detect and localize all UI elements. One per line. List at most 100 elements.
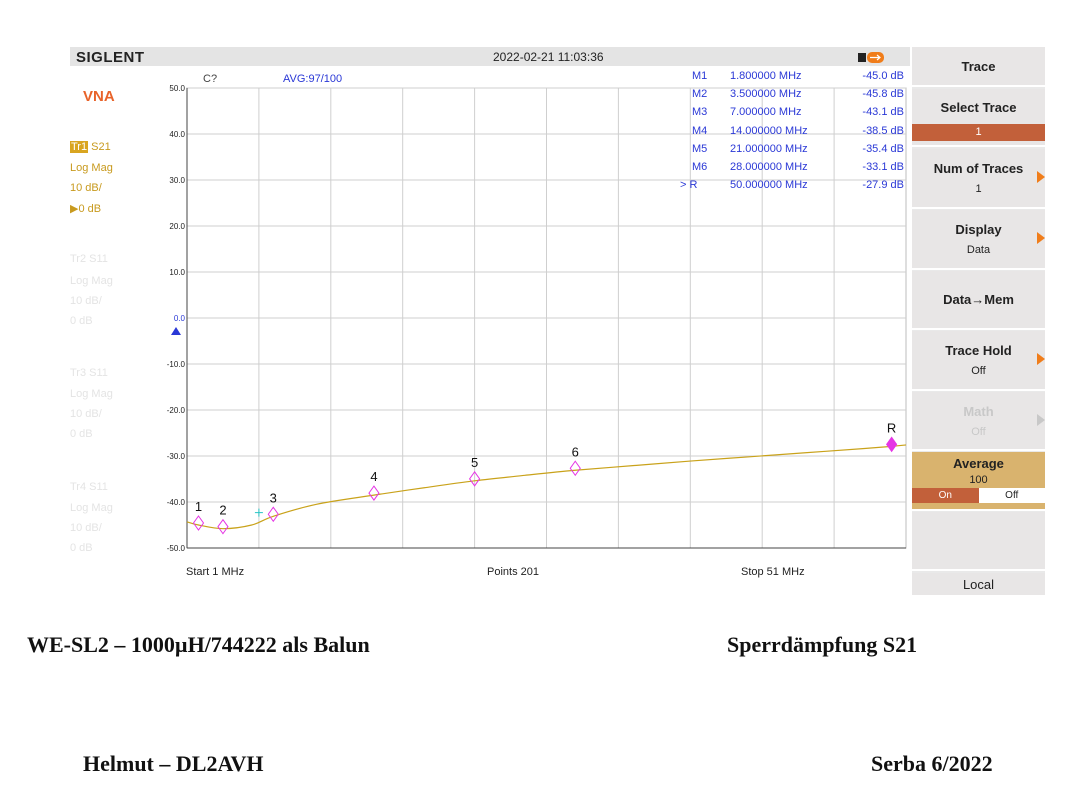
trace4-header[interactable]: Tr4 S11 (70, 481, 108, 493)
trace3-header[interactable]: Tr3 S11 (70, 367, 108, 379)
num-traces-value: 1 (975, 183, 982, 195)
trace2-ref: 0 dB (70, 315, 93, 327)
trace4-ref: 0 dB (70, 542, 93, 554)
y-tick-label: -40.0 (167, 498, 186, 507)
y-tick-label: -50.0 (167, 544, 186, 553)
y-tick-label: 30.0 (169, 176, 185, 185)
empty-softkey (912, 512, 1045, 571)
cursor-icon (254, 508, 263, 517)
y-tick-label: -30.0 (167, 452, 186, 461)
marker-diamond-icon (569, 460, 581, 477)
marker-label: 4 (370, 469, 377, 484)
marker-value: -45.8 dB (862, 88, 904, 101)
trace1-scale: 10 dB/ (70, 182, 102, 194)
trace2-header[interactable]: Tr2 S11 (70, 253, 108, 265)
trace1-header[interactable]: Tr1 S21 (70, 141, 111, 153)
menu-title-trace: Trace (912, 47, 1045, 87)
select-trace-button[interactable]: Select Trace 1 (912, 89, 1045, 147)
math-label: Math (963, 404, 994, 419)
points-count[interactable]: Points 201 (487, 566, 539, 578)
display-button[interactable]: Display Data (912, 210, 1045, 270)
trace3-scale: 10 dB/ (70, 408, 102, 420)
datetime: 2022-02-21 11:03:36 (493, 50, 604, 64)
data-to-mem-button[interactable]: Data→Mem (912, 271, 1045, 330)
marker-diamond-icon (368, 485, 380, 501)
marker-diamond-icon (217, 518, 229, 535)
marker-value: -33.1 dB (862, 161, 904, 173)
trace2-badge: Tr2 (70, 253, 87, 265)
trace3-param: S11 (89, 367, 108, 379)
marker-freq: 14.000000 MHz (730, 124, 808, 137)
local-button[interactable]: Local (912, 573, 1045, 597)
marker-label: 1 (195, 499, 202, 514)
marker-freq: 3.500000 MHz (730, 88, 802, 101)
trace4-badge: Tr4 (70, 481, 87, 493)
marker-name: M2 (692, 88, 708, 101)
trace-hold-arrow-icon (1037, 353, 1045, 365)
trace2-scale: 10 dB/ (70, 295, 102, 307)
trace-hold-label: Trace Hold (945, 343, 1012, 358)
start-freq[interactable]: Start 1 MHz (186, 566, 245, 578)
trace3-format: Log Mag (70, 388, 113, 400)
marker-freq: 1.800000 MHz (730, 70, 802, 82)
cal-status: C? (203, 73, 218, 85)
marker-value: -45.0 dB (862, 70, 904, 82)
trace-hold-button[interactable]: Trace Hold Off (912, 331, 1045, 391)
caption-event: Serba 6/2022 (871, 751, 993, 776)
status-bar (70, 47, 910, 66)
marker-diamond-icon (267, 506, 279, 523)
average-off-toggle[interactable]: Off (978, 488, 1045, 503)
trace4-scale: 10 dB/ (70, 522, 102, 534)
display-arrow-icon (1037, 232, 1045, 244)
marker-diamond-icon (192, 515, 205, 531)
select-trace-label: Select Trace (940, 100, 1017, 115)
data-to-mem-label: Data→Mem (943, 292, 1014, 307)
num-traces-label: Num of Traces (933, 161, 1024, 176)
trace4-param: S11 (89, 481, 108, 493)
marker-value: -43.1 dB (862, 106, 904, 119)
trace2-param: S11 (89, 253, 108, 265)
trace-s21-line (186, 444, 907, 530)
math-arrow-icon (1037, 414, 1045, 426)
marker-name: M6 (692, 161, 708, 173)
marker-value: -27.9 dB (862, 179, 904, 192)
average-on-toggle[interactable]: On (912, 488, 979, 503)
num-traces-button[interactable]: Num of Traces 1 (912, 149, 1045, 209)
caption-author: Helmut – DL2AVH (83, 751, 264, 776)
local-label: Local (962, 577, 995, 592)
marker-name: M1 (692, 70, 708, 82)
average-button[interactable]: Average 100 On Off (912, 452, 1045, 511)
average-label: Average (953, 456, 1004, 471)
brand-logo: SIGLENT (76, 49, 145, 66)
y-tick-label: 50.0 (169, 84, 185, 93)
marker-label: 2 (219, 503, 226, 518)
y-tick-label: -20.0 (167, 406, 186, 415)
trace1-param: S21 (91, 141, 111, 153)
marker-name: > R (680, 179, 698, 192)
marker-label: R (887, 420, 896, 435)
ref-level-icon (171, 327, 181, 335)
marker-freq: 50.000000 MHz (730, 179, 808, 192)
trace-chart[interactable]: 50.0 40.0 30.0 20.0 10.0 0.0 -10.0 -20.0 -30.0 -4… (150, 70, 910, 570)
caption-measurement: Sperrdämpfung S21 (727, 632, 918, 657)
num-traces-arrow-icon (1037, 171, 1045, 183)
select-trace-value: 1 (912, 124, 1045, 141)
marker-name: M3 (692, 106, 708, 119)
trace1-badge: Tr1 (70, 141, 89, 153)
average-value: 100 (969, 474, 988, 486)
y-tick-label: 40.0 (169, 130, 185, 139)
stop-freq[interactable]: Stop 51 MHz (741, 566, 805, 578)
marker-diamond-icon (886, 436, 898, 453)
trace1-ref: ▶0 dB (70, 203, 102, 215)
math-button[interactable]: Math Off (912, 392, 1045, 451)
y-tick-label: 20.0 (169, 222, 185, 231)
marker-freq: 7.000000 MHz (730, 106, 802, 119)
display-value: Data (966, 244, 991, 256)
caption-title: WE-SL2 – 1000µH/744222 als Balun (27, 632, 370, 657)
y-tick-label: 0.0 (174, 314, 186, 323)
usb-battery-icon (858, 52, 884, 63)
marker-label: 3 (270, 490, 277, 505)
marker-value: -35.4 dB (862, 142, 904, 155)
display-label: Display (955, 222, 1002, 237)
marker-freq: 21.000000 MHz (730, 142, 808, 155)
